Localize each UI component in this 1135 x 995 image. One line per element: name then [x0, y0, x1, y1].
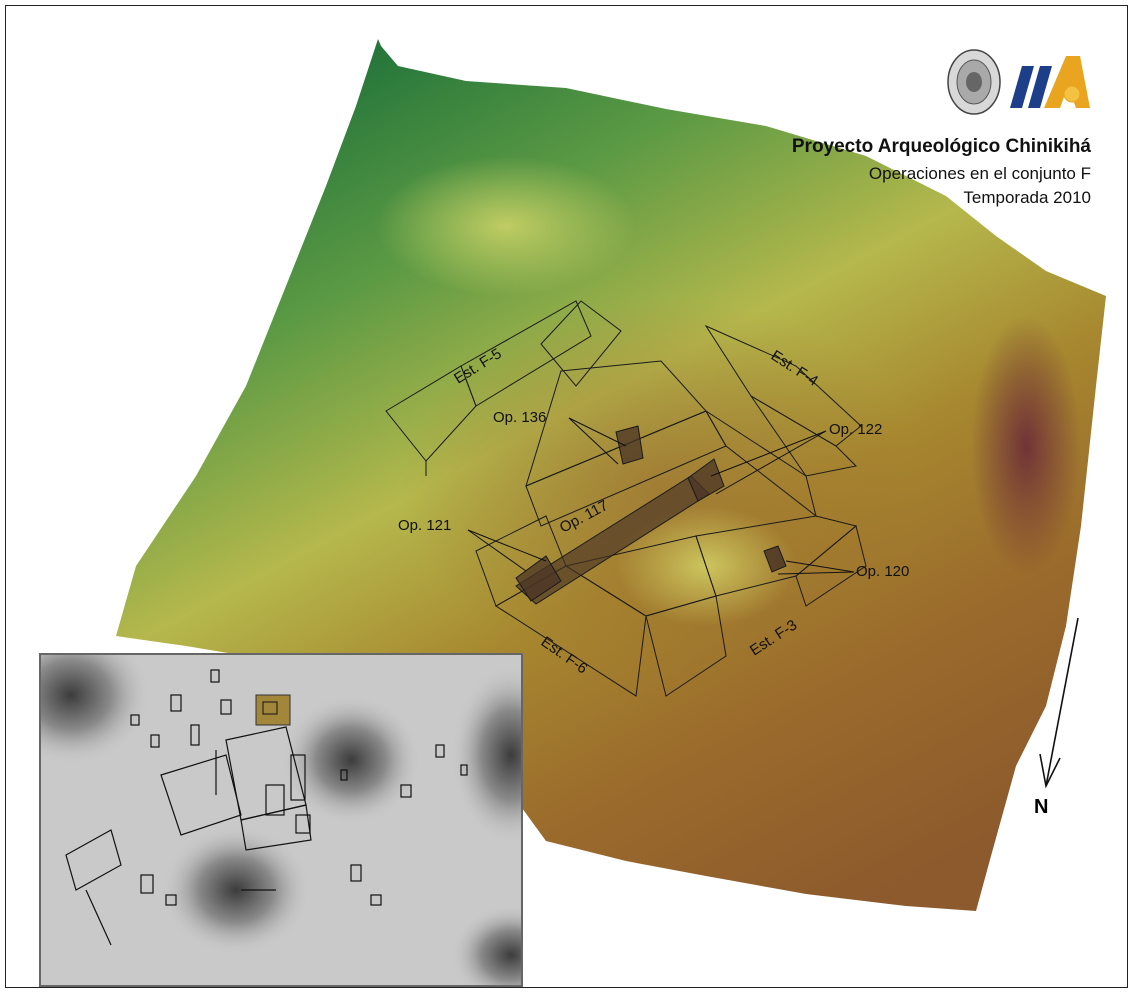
inset-location-marker [255, 694, 291, 726]
map-frame: Est. F-5 Est. F-4 Est. F-6 Est. F-3 Op. … [5, 5, 1128, 988]
terrain-map: Est. F-5 Est. F-4 Est. F-6 Est. F-3 Op. … [116, 39, 1106, 911]
excavation-units [515, 425, 787, 605]
iia-logo [1010, 56, 1090, 108]
project-title: Proyecto Arqueológico Chinikihá [791, 136, 1091, 157]
inset-map-graphic [41, 655, 521, 985]
project-subtitle: Operaciones en el conjunto F [868, 164, 1091, 183]
label-op-121: Op. 121 [398, 517, 451, 534]
inset-structures [65, 669, 468, 946]
north-arrow [1039, 617, 1079, 789]
site-inset-map [39, 653, 523, 987]
label-op-120: Op. 120 [856, 563, 909, 580]
unam-seal-logo [947, 49, 1001, 115]
leader-lines [467, 417, 855, 575]
north-label: N [1034, 796, 1049, 818]
project-season: Temporada 2010 [963, 188, 1091, 207]
label-op-122: Op. 122 [829, 421, 882, 438]
label-op-136: Op. 136 [493, 409, 546, 426]
